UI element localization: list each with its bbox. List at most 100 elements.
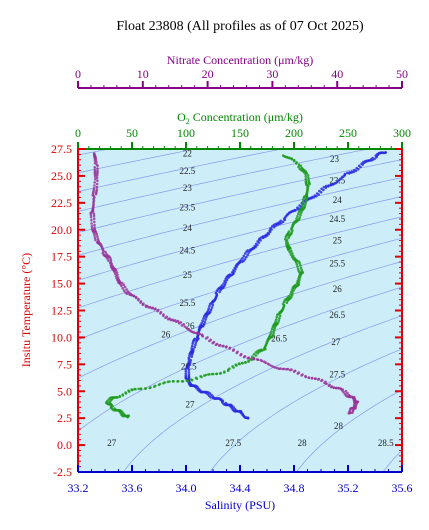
salinity-point [235, 265, 238, 269]
oxygen-point [289, 253, 293, 256]
oxygen-point [295, 263, 299, 266]
nitrate-point [92, 214, 96, 218]
oxygen-point [238, 362, 241, 366]
oxygen-axis: 0 50 100 150 200 250 300 [75, 126, 411, 150]
nitrate-point [320, 379, 323, 383]
oxygen-point [292, 289, 295, 293]
salinity-point [210, 393, 213, 397]
nitrate-point [164, 316, 167, 320]
temperature-axis-tick-label: 2.5 [57, 411, 72, 425]
salinity-point [205, 315, 208, 319]
isopycnal-line [78, 286, 402, 432]
salinity-point [215, 289, 219, 293]
isopycnal-label: 28 [334, 421, 344, 431]
salinity-axis-tick-label: 35.2 [338, 481, 359, 495]
nitrate-point [94, 238, 97, 242]
temperature-axis-tick-label: 22.5 [51, 196, 72, 210]
nitrate-point [208, 339, 211, 343]
salinity-point [310, 196, 313, 200]
salinity-point [218, 290, 221, 294]
nitrate-point [92, 212, 96, 215]
salinity-point [224, 281, 228, 284]
salinity-point [319, 191, 323, 194]
salinity-point [225, 278, 229, 282]
nitrate-point [96, 167, 99, 170]
nitrate-axis-tick-label: 50 [396, 67, 408, 81]
isopycnal-label: 27.5 [329, 369, 345, 379]
oxygen-point [162, 381, 165, 385]
salinity-point [274, 224, 278, 227]
salinity-point [234, 267, 237, 271]
oxygen-point [291, 291, 294, 295]
salinity-point [190, 355, 193, 359]
isopycnal-line [78, 177, 402, 256]
temperature-axis: -2.5 0.0 2.5 5.0 7.5 10.0 12.5 15.0 17.5 20.0 22.5… [51, 142, 403, 479]
nitrate-point [344, 389, 348, 393]
nitrate-point [89, 215, 93, 219]
nitrate-point [172, 319, 175, 323]
oxygen-point [118, 395, 121, 399]
oxygen-axis-label-sub: 2 [186, 117, 190, 126]
isopycnal-label: 25 [333, 236, 343, 246]
nitrate-point [183, 325, 186, 328]
isopycnal-line [295, 389, 402, 472]
nitrate-point [90, 219, 93, 222]
oxygen-point [252, 353, 256, 356]
salinity-point [270, 228, 273, 231]
nitrate-point [166, 317, 170, 321]
salinity-point [211, 303, 215, 307]
salinity-point [187, 371, 191, 374]
isopycnal-label: 27 [331, 337, 341, 347]
nitrate-point [277, 367, 281, 371]
salinity-point [188, 354, 191, 358]
salinity-point [308, 197, 311, 201]
oxygen-point [126, 415, 129, 419]
nitrate-point [218, 344, 221, 347]
salinity-point [190, 344, 194, 348]
oxygen-point [271, 325, 275, 329]
nitrate-point [342, 390, 345, 394]
salinity-point [204, 318, 207, 321]
isopycnal-label: 23.5 [179, 202, 195, 212]
salinity-point [324, 186, 328, 190]
nitrate-point [93, 175, 97, 178]
salinity-axis-label: Salinity (PSU) [205, 498, 275, 512]
salinity-point [359, 165, 362, 169]
isopycnal-label: 27.5 [225, 438, 241, 448]
isopycnal-line [78, 159, 402, 233]
nitrate-point [260, 359, 264, 363]
isopycnal-label: 24 [183, 223, 193, 233]
salinity-point [296, 208, 299, 211]
salinity-point [210, 306, 214, 309]
oxygen-point [153, 385, 156, 389]
oxygen-point [223, 371, 226, 374]
oxygen-point [247, 360, 250, 363]
salinity-point [292, 209, 295, 213]
nitrate-point [93, 236, 97, 240]
nitrate-point [134, 296, 138, 300]
nitrate-point [122, 289, 126, 292]
nitrate-point [351, 411, 354, 415]
nitrate-point [113, 270, 116, 274]
salinity-point [343, 174, 346, 177]
oxygen-point [282, 300, 286, 304]
oxygen-point [276, 313, 279, 317]
nitrate-point [204, 337, 208, 340]
oxygen-series [104, 154, 311, 419]
salinity-point [240, 260, 244, 264]
salinity-point [363, 161, 366, 165]
nitrate-point [125, 292, 129, 296]
temperature-axis-tick-label: 27.5 [51, 142, 72, 156]
nitrate-point [93, 234, 96, 237]
nitrate-point [93, 166, 96, 169]
nitrate-point [93, 168, 97, 172]
nitrate-point [310, 377, 314, 380]
salinity-point [209, 396, 212, 399]
oxygen-axis-tick-label: 200 [285, 126, 303, 140]
nitrate-point [93, 223, 96, 227]
oxygen-point [256, 352, 260, 355]
isopycnal-label: 22.5 [179, 166, 195, 176]
salinity-point [294, 209, 297, 212]
salinity-point [329, 183, 332, 187]
nitrate-axis-tick-label: 30 [266, 67, 278, 81]
